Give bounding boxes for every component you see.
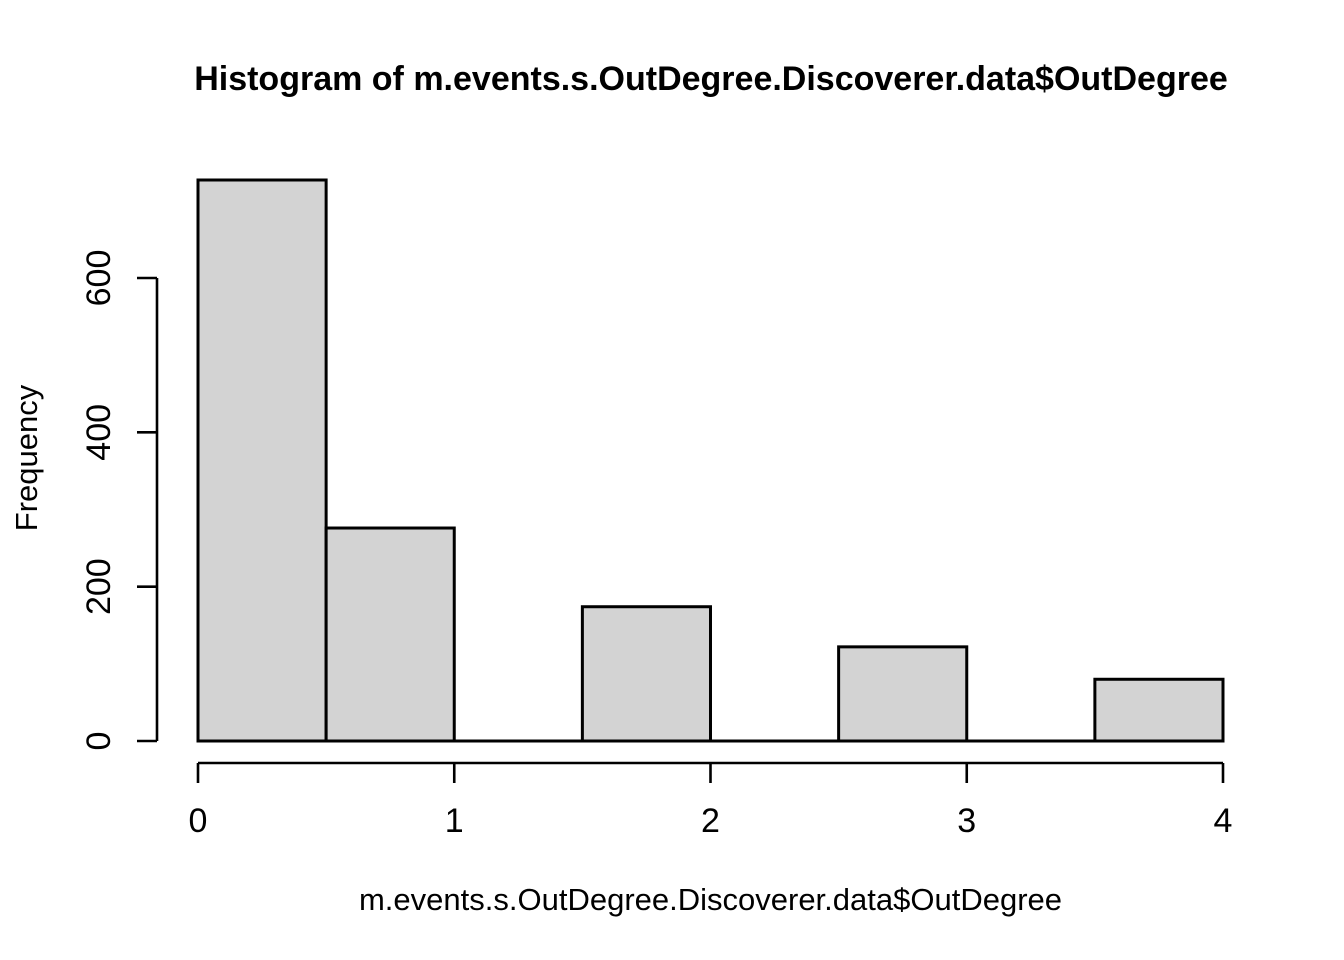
chart-title: Histogram of m.events.s.OutDegree.Discov… [194,60,1228,98]
histogram-bar [196,178,328,743]
x-tick-label: 1 [445,802,464,840]
histogram-bar [837,645,969,743]
x-tick-label: 4 [1214,802,1233,840]
histogram-bar [1093,677,1225,743]
y-tick-label: 200 [80,558,118,615]
histogram-bar [580,605,712,743]
y-tick-label: 400 [80,404,118,461]
histogram-bar [324,526,456,743]
y-tick-label: 600 [80,250,118,307]
y-axis-title-text: Frequency [9,384,44,532]
y-tick-label: 0 [80,732,118,751]
x-tick-label: 3 [957,802,976,840]
x-axis-title: m.events.s.OutDegree.Discoverer.data$Out… [358,882,1062,917]
x-tick-label: 0 [189,802,208,840]
x-tick-label: 2 [701,802,720,840]
